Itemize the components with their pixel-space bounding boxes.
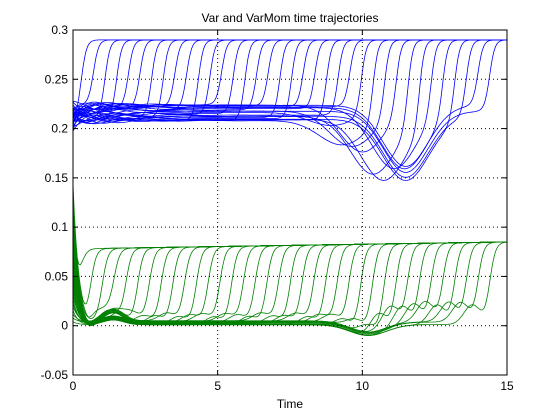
x-axis-label: Time <box>277 397 304 411</box>
var-trajectory <box>72 39 507 178</box>
varmom-trajectory <box>72 192 508 320</box>
y-tick-label: -0.05 <box>41 368 69 382</box>
x-tick-label: 10 <box>356 379 370 393</box>
axes-box <box>72 29 508 376</box>
var-trajectory <box>72 39 507 115</box>
var-trajectory <box>72 39 507 111</box>
var-trajectory <box>72 39 507 167</box>
varmom-trajectory <box>72 222 508 322</box>
varmom-curves <box>72 183 508 336</box>
varmom-trajectory <box>72 241 508 336</box>
var-trajectory <box>72 39 507 110</box>
var-curves <box>72 39 508 181</box>
var-trajectory <box>72 39 507 124</box>
varmom-trajectory <box>72 199 508 318</box>
var-trajectory <box>72 39 507 114</box>
y-tick-label: 0.3 <box>51 23 68 37</box>
varmom-trajectory <box>72 218 508 326</box>
grid-lines <box>73 30 507 375</box>
y-tick-label: 0 <box>61 319 68 333</box>
plot-curves <box>72 39 508 336</box>
varmom-trajectory <box>72 241 508 334</box>
y-tick-label: 0.15 <box>45 171 69 185</box>
var-trajectory <box>72 39 507 112</box>
y-tick-label: 0.1 <box>51 220 68 234</box>
var-trajectory <box>72 39 507 121</box>
varmom-trajectory <box>72 203 508 324</box>
varmom-trajectory <box>72 241 508 333</box>
x-tick-label: 15 <box>500 379 514 393</box>
var-trajectory <box>72 39 507 111</box>
y-axis-ticks: -0.05 0 0.05 0.1 0.15 0.2 0.25 0.3 <box>41 23 507 382</box>
varmom-trajectory <box>72 241 508 335</box>
x-tick-label: 5 <box>214 379 221 393</box>
x-axis-ticks: 0 5 10 15 <box>70 30 514 393</box>
x-tick-label: 0 <box>70 379 77 393</box>
var-trajectory <box>72 39 507 114</box>
var-trajectory <box>72 39 507 181</box>
varmom-trajectory <box>72 241 508 336</box>
varmom-trajectory <box>72 192 508 266</box>
y-tick-label: 0.25 <box>45 72 69 86</box>
y-tick-label: 0.05 <box>45 269 69 283</box>
y-tick-label: 0.2 <box>51 122 68 136</box>
var-trajectory <box>72 39 508 173</box>
varmom-trajectory <box>72 226 508 326</box>
var-trajectory <box>72 39 507 170</box>
chart-title: Var and VarMom time trajectories <box>202 11 379 25</box>
